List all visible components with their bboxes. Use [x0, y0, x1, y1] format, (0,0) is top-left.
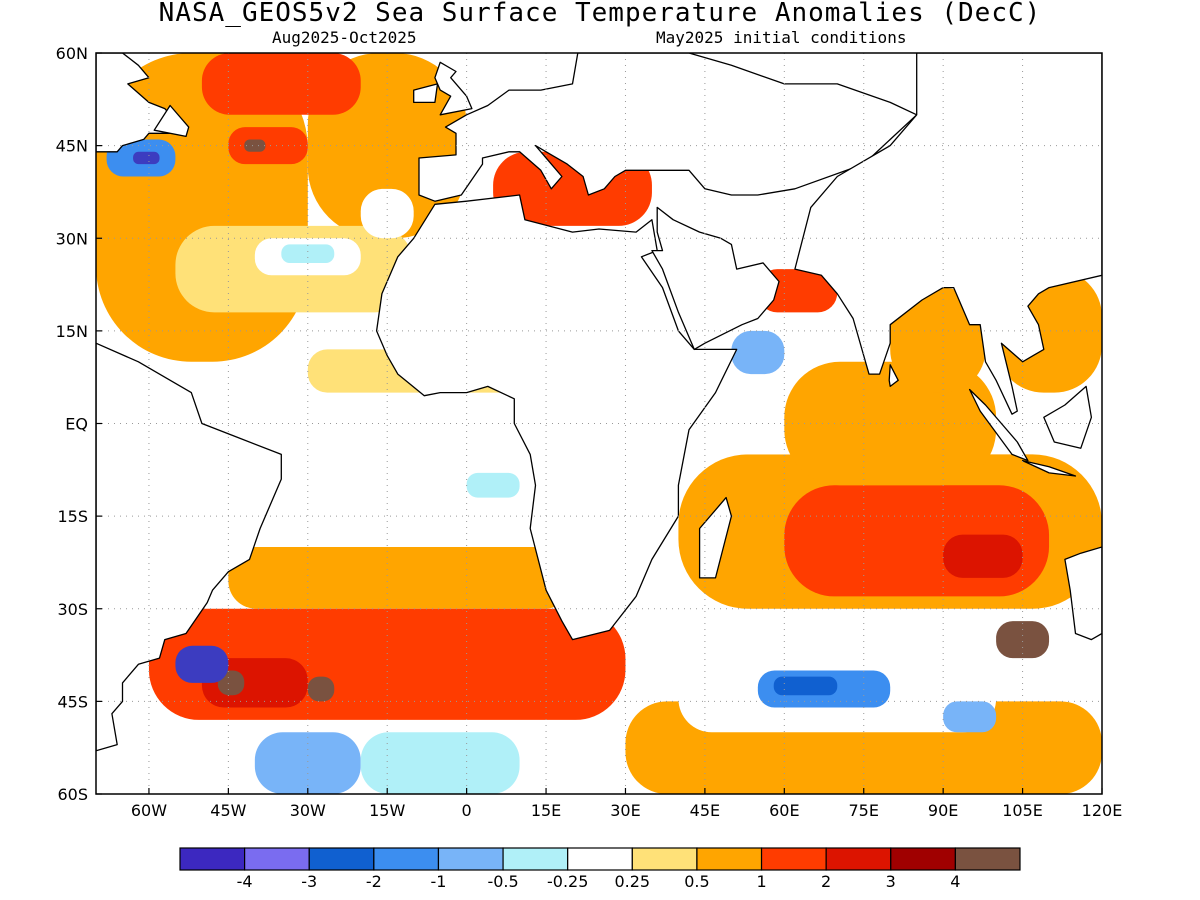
- lon-tick-label: 105E: [1002, 801, 1043, 820]
- colorbar-swatch: [954, 847, 1021, 871]
- continents: [96, 13, 1102, 752]
- anomaly-patch: [890, 287, 986, 393]
- lon-tick-label: 60W: [131, 801, 167, 820]
- anomaly-patch: [254, 454, 520, 547]
- anomaly-patch: [784, 361, 997, 486]
- anomaly-patch: [466, 472, 520, 498]
- landmass: [418, 53, 918, 202]
- anomaly-patch: [773, 676, 838, 696]
- anomaly-patch: [201, 53, 361, 115]
- colorbar-label: 0.5: [684, 872, 709, 891]
- landmass: [340, 13, 398, 28]
- landmass: [434, 61, 473, 116]
- anomaly-patch: [943, 701, 997, 733]
- map-title: NASA_GEOS5v2 Sea Surface Temperature Ano…: [158, 0, 1042, 28]
- anomaly-patch: [943, 534, 1023, 578]
- colorbar-label: -0.25: [547, 872, 588, 891]
- anomaly-patch: [996, 621, 1050, 659]
- lat-tick-label: 15N: [56, 322, 88, 341]
- lon-tick-label: 15E: [531, 801, 561, 820]
- lon-tick-label: 15W: [369, 801, 405, 820]
- landmass: [1021, 459, 1077, 477]
- colorbar-swatch: [373, 847, 440, 871]
- colorbar-swatch: [631, 847, 698, 871]
- landmass: [888, 364, 899, 388]
- colorbar-label: 3: [886, 872, 896, 891]
- colorbar-swatch: [502, 847, 569, 871]
- colorbar-label: -4: [237, 872, 253, 891]
- landmass: [96, 342, 282, 752]
- lon-tick-label: 30E: [610, 801, 640, 820]
- anomaly-patch: [360, 188, 414, 239]
- lat-tick-label: 60S: [57, 785, 88, 804]
- anomaly-patch: [201, 392, 547, 455]
- lon-tick-label: 30W: [290, 801, 326, 820]
- anomaly-patch: [360, 732, 520, 794]
- lon-tick-label: 45E: [690, 801, 720, 820]
- anomaly-patch: [307, 676, 335, 702]
- anomaly-patch: [228, 547, 573, 609]
- colorbar-label: -2: [366, 872, 382, 891]
- colorbar-swatch: [567, 847, 633, 871]
- lon-tick-label: 60E: [769, 801, 799, 820]
- forecast-period: Aug2025-Oct2025: [272, 28, 417, 47]
- map-axes: 60W 45W 30W 15W 0 15E 30E 45E 60E 75E 90E 105E 120E 6…: [56, 44, 1123, 820]
- colorbar-swatch: [825, 847, 892, 871]
- colorbar: -4 -3 -2 -1 -0.5 -0.25 0.25 0.5 1 2 3 4: [179, 847, 1021, 891]
- lat-tick-label: 45S: [57, 692, 88, 711]
- colorbar-label: 1: [756, 872, 766, 891]
- colorbar-label: -3: [301, 872, 317, 891]
- colorbar-swatch: [308, 847, 375, 871]
- anomaly-patch: [244, 139, 266, 152]
- colorbar-swatch: [437, 847, 504, 871]
- lon-tick-label: 90E: [928, 801, 958, 820]
- colorbar-label: 2: [821, 872, 831, 891]
- colorbar-swatch: [890, 847, 956, 871]
- colorbar-label: -0.5: [487, 872, 518, 891]
- initial-conditions: May2025 initial conditions: [656, 28, 907, 47]
- lat-tick-label: 30S: [57, 600, 88, 619]
- anomaly-patch: [281, 244, 335, 263]
- anomaly-patch: [228, 127, 308, 165]
- lat-tick-label: 60N: [56, 44, 88, 63]
- colorbar-swatch: [244, 847, 310, 871]
- lat-tick-label: 30N: [56, 229, 88, 248]
- colorbar-swatch: [179, 847, 246, 871]
- lon-tick-label: 120E: [1082, 801, 1123, 820]
- anomaly-patch: [254, 732, 361, 794]
- lon-tick-label: 75E: [849, 801, 879, 820]
- anomaly-patch: [133, 151, 160, 165]
- lat-tick-label: 15S: [57, 507, 88, 526]
- lon-tick-label: 0: [462, 801, 472, 820]
- lat-tick-label: EQ: [65, 415, 88, 434]
- colorbar-label: 0.25: [614, 872, 650, 891]
- anomaly-patch: [731, 330, 785, 375]
- landmass: [153, 104, 190, 138]
- landmass: [1043, 385, 1093, 449]
- landmass: [968, 388, 1029, 462]
- colorbar-label: -1: [430, 872, 446, 891]
- colorbar-swatch: [696, 847, 763, 871]
- landmass: [698, 496, 733, 579]
- landmass: [794, 53, 1102, 415]
- colorbar-label: 4: [950, 872, 960, 891]
- lon-tick-label: 45W: [210, 801, 246, 820]
- landmass: [1064, 546, 1102, 641]
- landmass: [375, 194, 738, 641]
- anomaly-patch: [175, 645, 229, 683]
- colorbar-swatch: [760, 847, 827, 871]
- lat-tick-label: 45N: [56, 137, 88, 156]
